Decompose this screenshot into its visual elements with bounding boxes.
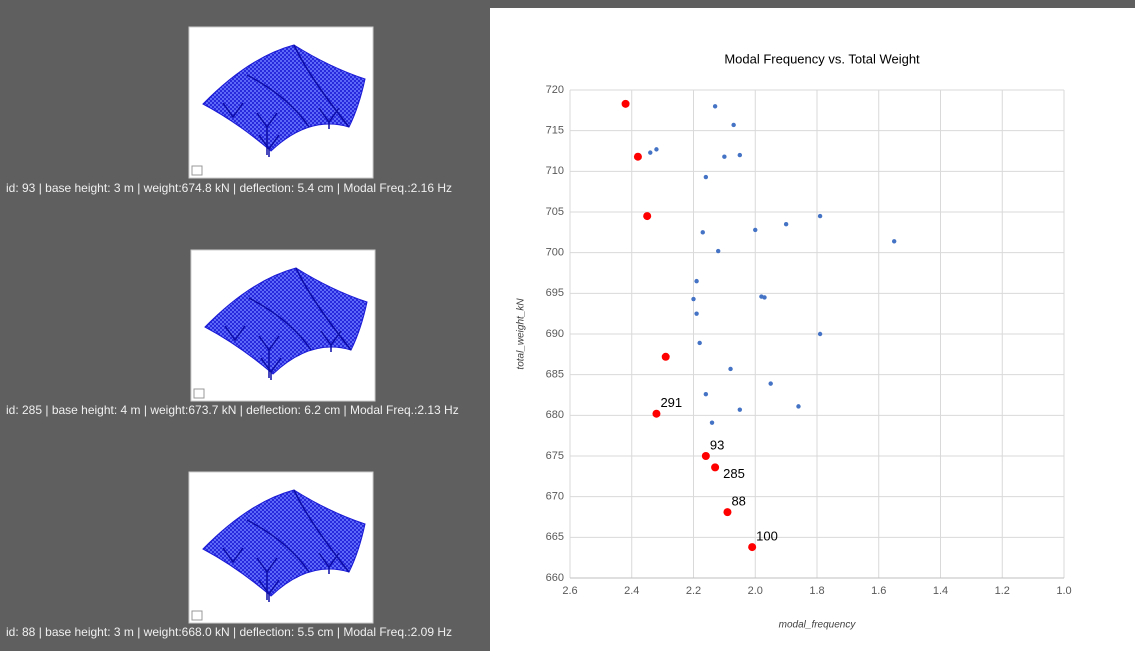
point: [762, 295, 766, 299]
point: [710, 420, 714, 424]
point: [768, 381, 772, 385]
y-tick-label: 700: [546, 247, 564, 259]
x-tick-label: 1.6: [871, 585, 886, 597]
point-label: 100: [756, 529, 778, 544]
point: [622, 100, 630, 108]
x-axis-label: modal_frequency: [779, 620, 857, 631]
point: [662, 353, 670, 361]
point: [728, 367, 732, 371]
point: [784, 222, 788, 226]
point: [716, 249, 720, 253]
point: [748, 543, 756, 551]
thumbnail: [191, 250, 375, 401]
y-tick-label: 710: [546, 165, 564, 177]
chart-title: Modal Frequency vs. Total Weight: [724, 51, 920, 66]
point-label: 93: [710, 437, 724, 452]
x-tick-label: 1.8: [809, 585, 824, 597]
point: [643, 212, 651, 220]
point: [704, 392, 708, 396]
x-tick-label: 2.4: [624, 585, 639, 597]
page: id: 93 | base height: 3 m | weight:674.8…: [0, 0, 1135, 651]
point: [702, 452, 710, 460]
x-tick-label: 2.2: [686, 585, 701, 597]
point-label: 285: [723, 466, 745, 481]
x-tick-label: 1.0: [1056, 585, 1071, 597]
caption: id: 285 | base height: 4 m | weight:673.…: [6, 403, 459, 417]
thumbnail-icon: [192, 166, 202, 175]
point: [691, 297, 695, 301]
point: [694, 279, 698, 283]
point: [892, 239, 896, 243]
point-label: 88: [731, 494, 745, 509]
point: [652, 410, 660, 418]
caption: id: 88 | base height: 3 m | weight:668.0…: [6, 625, 452, 639]
point: [713, 104, 717, 108]
y-tick-label: 715: [546, 125, 564, 137]
y-tick-label: 695: [546, 287, 564, 299]
point: [731, 123, 735, 127]
point: [818, 332, 822, 336]
screen: id: 93 | base height: 3 m | weight:674.8…: [0, 0, 1135, 651]
point: [701, 230, 705, 234]
point: [711, 463, 719, 471]
y-tick-label: 690: [546, 328, 564, 340]
y-tick-label: 675: [546, 450, 564, 462]
thumbnail: [189, 27, 373, 178]
y-tick-label: 670: [546, 491, 564, 503]
x-tick-label: 1.2: [995, 585, 1010, 597]
thumbnail-icon: [194, 389, 204, 398]
point: [753, 228, 757, 232]
y-tick-label: 720: [546, 84, 564, 96]
y-tick-label: 665: [546, 531, 564, 543]
y-axis-label: total_weight_kN: [516, 298, 527, 370]
x-tick-label: 1.4: [933, 585, 948, 597]
caption: id: 93 | base height: 3 m | weight:674.8…: [6, 181, 452, 195]
point: [738, 407, 742, 411]
thumbnail-icon: [192, 611, 202, 620]
point: [697, 341, 701, 345]
x-tick-label: 2.0: [748, 585, 763, 597]
y-tick-label: 685: [546, 369, 564, 381]
point: [694, 311, 698, 315]
thumbnail: [189, 472, 373, 623]
point: [722, 154, 726, 158]
chart-panel: [490, 8, 1135, 651]
x-tick-label: 2.6: [562, 585, 577, 597]
point-label: 291: [660, 395, 682, 410]
y-tick-label: 680: [546, 409, 564, 421]
point: [796, 404, 800, 408]
point: [704, 175, 708, 179]
point: [738, 153, 742, 157]
point: [818, 214, 822, 218]
point: [648, 150, 652, 154]
y-tick-label: 660: [546, 572, 564, 584]
y-tick-label: 705: [546, 206, 564, 218]
point: [654, 147, 658, 151]
point: [634, 153, 642, 161]
point: [723, 508, 731, 516]
